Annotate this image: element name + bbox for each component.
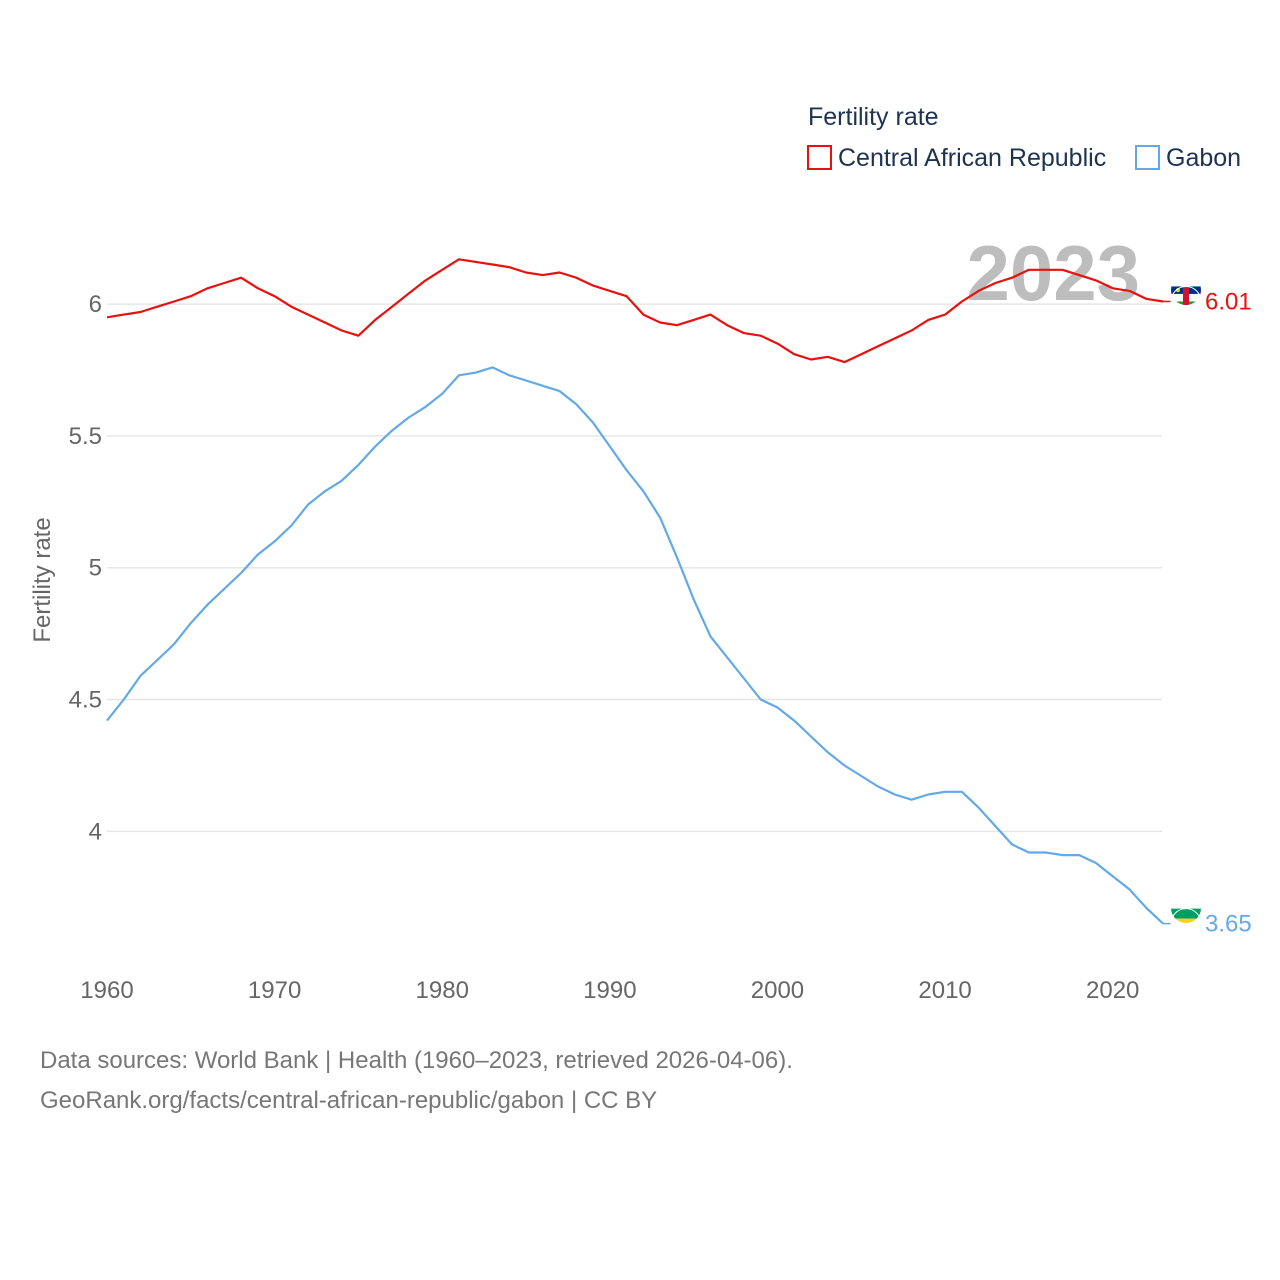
end-markers: 6.01 3.65 xyxy=(1163,285,1252,940)
end-value-label-car: 6.01 xyxy=(1205,288,1252,315)
series-line-car[interactable] xyxy=(106,258,1164,364)
flag-outline xyxy=(1170,908,1202,940)
x-tick-label: 2020 xyxy=(1086,977,1139,1004)
x-tick-label: 1990 xyxy=(583,977,636,1004)
legend-title: Fertility rate xyxy=(808,103,939,131)
y-axis-label: Fertility rate xyxy=(29,517,56,642)
x-axis-ticks: 1960 1970 1980 1990 2000 2010 2020 xyxy=(80,977,1139,1004)
footer-url[interactable]: GeoRank.org/facts/central-african-republ… xyxy=(40,1087,657,1114)
legend: Fertility rate Central African Republic … xyxy=(807,103,1241,172)
legend-item-car[interactable]: Central African Republic xyxy=(807,144,1106,172)
end-value-label-gabon: 3.65 xyxy=(1205,911,1252,938)
gridlines xyxy=(107,303,1162,833)
flag-outline xyxy=(1170,285,1202,317)
y-tick-label: 5.5 xyxy=(69,423,102,450)
year-watermark: 2023 xyxy=(966,229,1140,317)
x-tick-label: 2010 xyxy=(918,977,971,1004)
legend-label-gabon: Gabon xyxy=(1166,144,1241,172)
x-tick-label: 1980 xyxy=(416,977,469,1004)
y-axis-ticks: 4 4.5 5 5.5 6 xyxy=(69,291,102,845)
x-tick-label: 1960 xyxy=(80,977,133,1004)
series-lines xyxy=(106,258,1164,925)
gabon-flag-icon xyxy=(1171,908,1201,923)
y-tick-label: 4 xyxy=(89,818,102,845)
footer-sources: Data sources: World Bank | Health (1960–… xyxy=(40,1047,793,1074)
legend-swatch-gabon xyxy=(1135,145,1160,170)
y-tick-label: 6 xyxy=(89,291,102,318)
series-line-gabon[interactable] xyxy=(106,366,1164,925)
y-tick-label: 4.5 xyxy=(69,687,102,714)
legend-item-gabon[interactable]: Gabon xyxy=(1135,144,1241,172)
x-tick-label: 1970 xyxy=(248,977,301,1004)
legend-swatch-car xyxy=(807,145,832,170)
x-tick-label: 2000 xyxy=(751,977,804,1004)
y-tick-label: 5 xyxy=(89,555,102,582)
legend-label-car: Central African Republic xyxy=(838,144,1106,172)
